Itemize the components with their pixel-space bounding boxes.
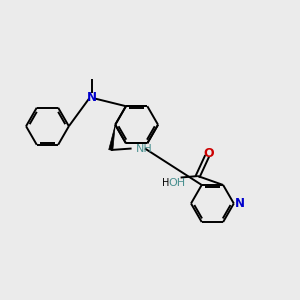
- Text: OH: OH: [168, 178, 185, 188]
- Text: N: N: [87, 92, 97, 104]
- Text: O: O: [203, 147, 214, 160]
- Text: NH: NH: [136, 143, 153, 154]
- Polygon shape: [109, 125, 115, 150]
- Text: N: N: [235, 197, 245, 210]
- Text: H: H: [162, 178, 169, 188]
